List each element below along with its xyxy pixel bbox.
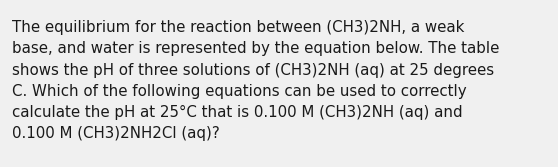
Text: The equilibrium for the reaction between (CH3)2NH, a weak
base, and water is rep: The equilibrium for the reaction between… bbox=[12, 20, 499, 141]
